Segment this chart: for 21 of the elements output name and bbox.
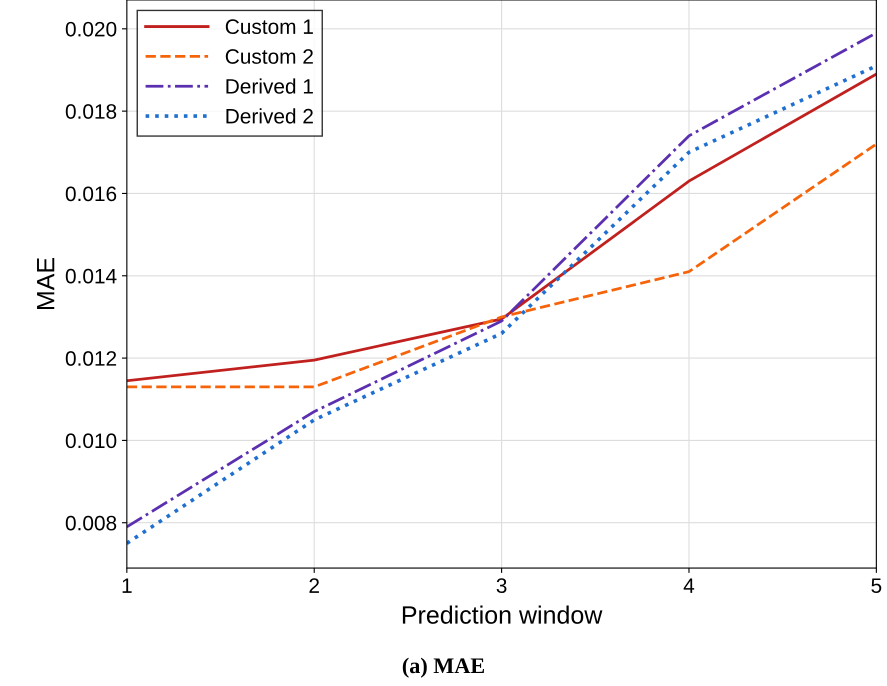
x-axis-title: Prediction window bbox=[402, 605, 602, 624]
line-series bbox=[126, 142, 876, 388]
legend-label: Derived 2 bbox=[226, 108, 313, 124]
x-tick-label: 2 bbox=[309, 578, 319, 593]
y-tick-label: 0.008 bbox=[66, 516, 116, 530]
line-series bbox=[126, 72, 876, 382]
text: (a) MAE bbox=[402, 658, 484, 678]
y-tick-label: 0.014 bbox=[66, 268, 117, 284]
y-tick-label: 0.018 bbox=[66, 104, 116, 119]
y-axis-title: MAE bbox=[37, 258, 54, 310]
x-tick-label: 4 bbox=[684, 578, 694, 593]
x-tick-label: 1 bbox=[122, 578, 132, 593]
y-tick-label: 0.020 bbox=[66, 22, 116, 37]
y-tick-label: 0.012 bbox=[66, 351, 116, 366]
legend-label: Derived 1 bbox=[226, 78, 313, 94]
legend-label: Custom 2 bbox=[226, 49, 313, 64]
y-tick-label: 0.010 bbox=[66, 433, 116, 448]
y-tick-label: 0.016 bbox=[66, 186, 116, 202]
x-tick-label: 3 bbox=[496, 578, 506, 594]
x-tick-label: 5 bbox=[871, 578, 882, 594]
legend-label: Custom 1 bbox=[226, 19, 313, 34]
